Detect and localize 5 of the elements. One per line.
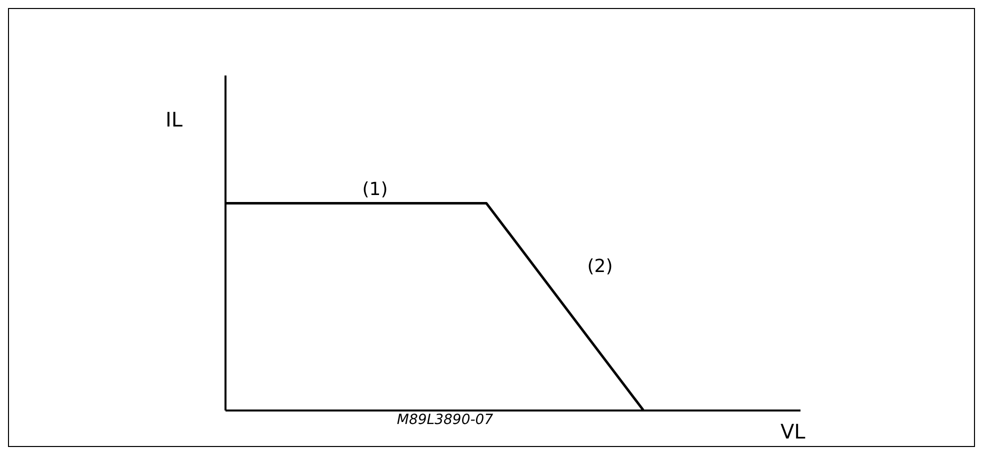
text: M89L3890-07 (396, 412, 494, 428)
annotation: (2) (587, 256, 613, 277)
y-axis-title: IL (166, 108, 184, 132)
x-axis-title: VL (780, 420, 806, 444)
text: (1) (362, 179, 388, 200)
